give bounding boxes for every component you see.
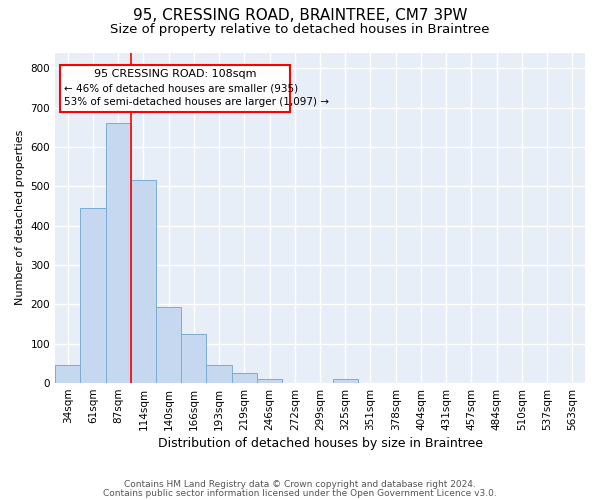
Text: Size of property relative to detached houses in Braintree: Size of property relative to detached ho… [110, 22, 490, 36]
Bar [131, 180, 156, 383]
Bar [80, 208, 106, 383]
Y-axis label: Number of detached properties: Number of detached properties [15, 130, 25, 306]
Text: 95 CRESSING ROAD: 108sqm: 95 CRESSING ROAD: 108sqm [94, 70, 256, 80]
FancyBboxPatch shape [60, 65, 290, 112]
Bar [206, 364, 232, 383]
Text: 53% of semi-detached houses are larger (1,097) →: 53% of semi-detached houses are larger (… [64, 97, 329, 107]
Text: ← 46% of detached houses are smaller (935): ← 46% of detached houses are smaller (93… [64, 84, 298, 94]
Bar [332, 379, 358, 383]
X-axis label: Distribution of detached houses by size in Braintree: Distribution of detached houses by size … [158, 437, 482, 450]
Bar [156, 307, 181, 383]
Text: 95, CRESSING ROAD, BRAINTREE, CM7 3PW: 95, CRESSING ROAD, BRAINTREE, CM7 3PW [133, 8, 467, 22]
Bar [257, 379, 282, 383]
Bar [181, 334, 206, 383]
Text: Contains HM Land Registry data © Crown copyright and database right 2024.: Contains HM Land Registry data © Crown c… [124, 480, 476, 489]
Bar [106, 124, 131, 383]
Bar [232, 373, 257, 383]
Bar [55, 364, 80, 383]
Text: Contains public sector information licensed under the Open Government Licence v3: Contains public sector information licen… [103, 488, 497, 498]
